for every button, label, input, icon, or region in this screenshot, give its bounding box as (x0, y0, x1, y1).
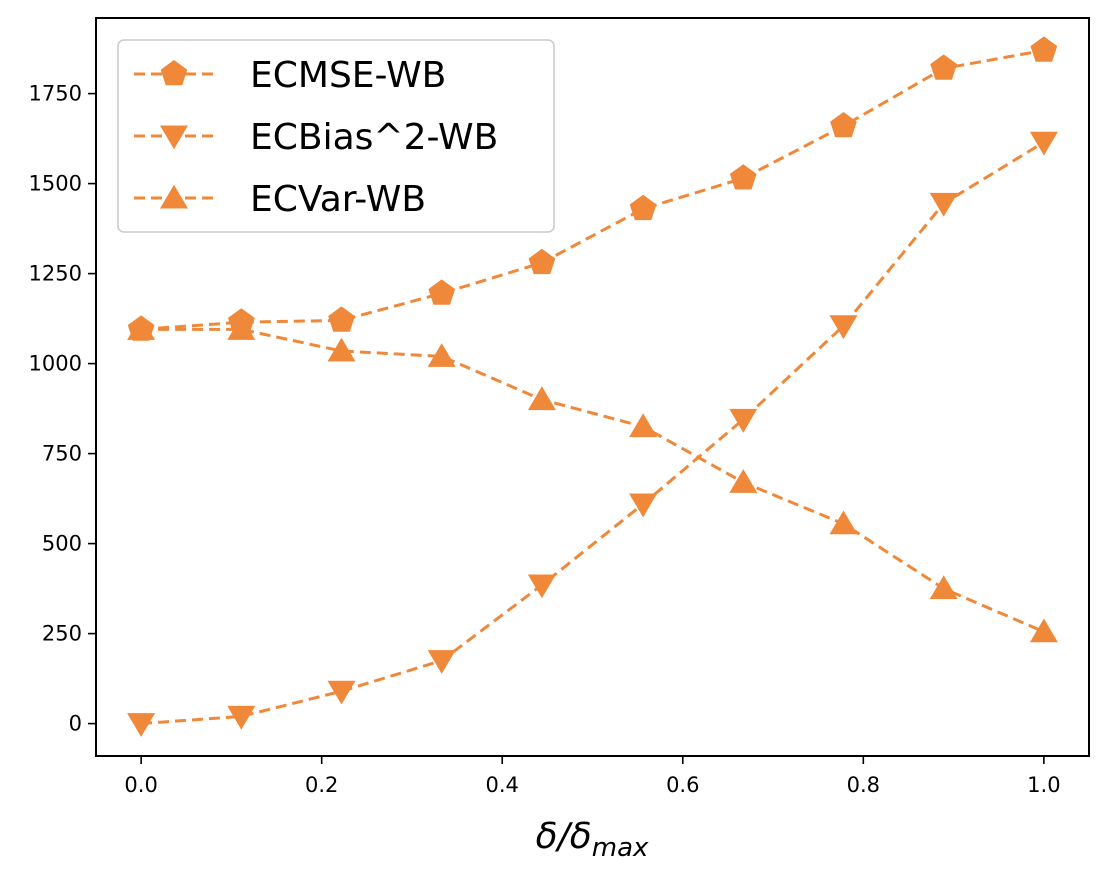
x-tick-label: 0.4 (486, 773, 519, 797)
legend-label: ECVar-WB (250, 179, 426, 220)
series-line (140, 140, 1045, 726)
data-point-marker (427, 343, 456, 367)
data-point-marker (127, 316, 156, 340)
data-point-marker (729, 408, 758, 433)
legend-label: ECMSE-WB (250, 55, 446, 96)
data-point-marker (629, 413, 658, 438)
legend-marker (160, 60, 188, 86)
data-point-marker (629, 493, 658, 518)
series-ecvar-wb (127, 316, 1058, 643)
data-point-marker (428, 279, 456, 305)
data-point-marker (729, 469, 758, 493)
data-point-marker (629, 194, 657, 221)
legend-label: ECBias^2-WB (250, 117, 498, 158)
y-tick-label: 1000 (29, 352, 82, 376)
data-point-marker (127, 713, 156, 737)
y-tick-label: 1750 (29, 82, 82, 106)
y-tick-label: 250 (42, 622, 82, 646)
x-tick-label: 0.6 (666, 773, 699, 797)
series-line (141, 327, 1045, 634)
x-axis-ticks: 0.0 0.2 0.4 0.6 0.8 1.0 (124, 756, 1061, 797)
y-tick-label: 500 (42, 532, 82, 556)
x-axis-label-subscript: max (592, 833, 649, 863)
legend-marker (160, 184, 188, 209)
data-point-marker (328, 306, 355, 332)
series-layer (127, 36, 1058, 737)
data-point-marker (929, 192, 958, 217)
data-point-marker (527, 386, 556, 411)
x-tick-label: 1.0 (1027, 773, 1060, 797)
y-tick-label: 750 (42, 442, 82, 466)
data-point-marker (527, 574, 556, 599)
y-tick-label: 1250 (29, 262, 82, 286)
data-point-marker (1029, 618, 1058, 643)
plot-frame (95, 17, 1090, 757)
x-axis-label: δ/δmax (536, 816, 649, 863)
series-ecmse-wb (127, 36, 1058, 341)
x-tick-label: 0.2 (305, 773, 338, 797)
legend-entry: ECVar-WB (134, 179, 426, 220)
legend-marker (160, 125, 188, 150)
data-point-marker (1029, 131, 1058, 156)
legend-entry: ECBias^2-WB (134, 117, 498, 158)
legend-box (117, 39, 555, 233)
data-point-marker (427, 650, 456, 674)
data-point-marker (327, 680, 356, 705)
data-point-marker (528, 248, 556, 275)
data-point-marker (829, 315, 858, 340)
legend: ECMSE-WB ECBias^2-WB ECVar-WB (117, 39, 555, 233)
data-point-marker (929, 575, 958, 600)
data-point-marker (830, 112, 857, 138)
data-point-marker (729, 164, 757, 190)
y-tick-label: 0 (69, 712, 82, 736)
legend-entry: ECMSE-WB (134, 55, 446, 96)
series-ecbias-2-wb (127, 131, 1058, 737)
y-axis-ticks: 0 250 500 750 1000 1250 1500 1750 (29, 82, 96, 736)
x-tick-label: 0.8 (847, 773, 880, 797)
x-tick-label: 0.0 (124, 773, 157, 797)
y-tick-label: 1500 (29, 172, 82, 196)
series-line (140, 48, 1045, 331)
x-axis-label-main: δ/δ (536, 816, 592, 857)
data-point-marker (1030, 36, 1058, 62)
data-point-marker (227, 316, 256, 340)
data-point-marker (930, 54, 957, 80)
data-point-marker (829, 510, 858, 535)
data-point-marker (227, 705, 256, 730)
data-point-marker (327, 337, 356, 362)
